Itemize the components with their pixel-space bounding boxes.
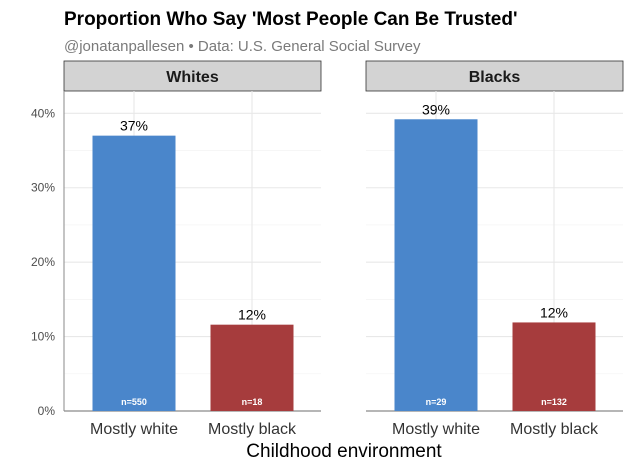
panel-strip-whites — [63, 60, 322, 92]
sample-size-label: n=29 — [426, 397, 447, 407]
y-tick-label: 40% — [31, 106, 55, 120]
panel-strip-blacks — [365, 60, 624, 92]
panel-title-blacks: Blacks — [469, 69, 521, 86]
panel-title-whites: Whites — [166, 69, 219, 86]
sample-size-label: n=18 — [242, 397, 263, 407]
x-tick-label: Mostly white — [392, 421, 480, 438]
y-tick-label: 30% — [31, 181, 55, 195]
chart-title: Proportion Who Say 'Most People Can Be T… — [64, 9, 517, 30]
y-tick-label: 20% — [31, 255, 55, 269]
x-tick-label: Mostly white — [90, 421, 178, 438]
bar-whites-mostly-black — [210, 324, 294, 411]
value-label: 12% — [238, 307, 266, 323]
x-tick-label: Mostly black — [208, 421, 297, 438]
sample-size-label: n=132 — [541, 397, 567, 407]
value-label: 12% — [540, 304, 568, 320]
y-tick-label: 0% — [38, 404, 56, 418]
value-label: 39% — [422, 101, 450, 117]
plot-area: 0% 10% 20% 30% 40% Whites 37% n=550 Mostly white… — [31, 60, 624, 438]
y-tick-label: 10% — [31, 330, 55, 344]
bar-whites-mostly-white — [92, 135, 176, 411]
chart-subtitle: @jonatanpallesen • Data: U.S. General So… — [64, 38, 421, 55]
bar-blacks-mostly-black — [512, 322, 596, 411]
x-tick-label: Mostly black — [510, 421, 599, 438]
x-axis-label: Childhood environment — [246, 441, 442, 462]
sample-size-label: n=550 — [121, 397, 147, 407]
value-label: 37% — [120, 118, 148, 134]
bar-blacks-mostly-white — [394, 119, 478, 412]
